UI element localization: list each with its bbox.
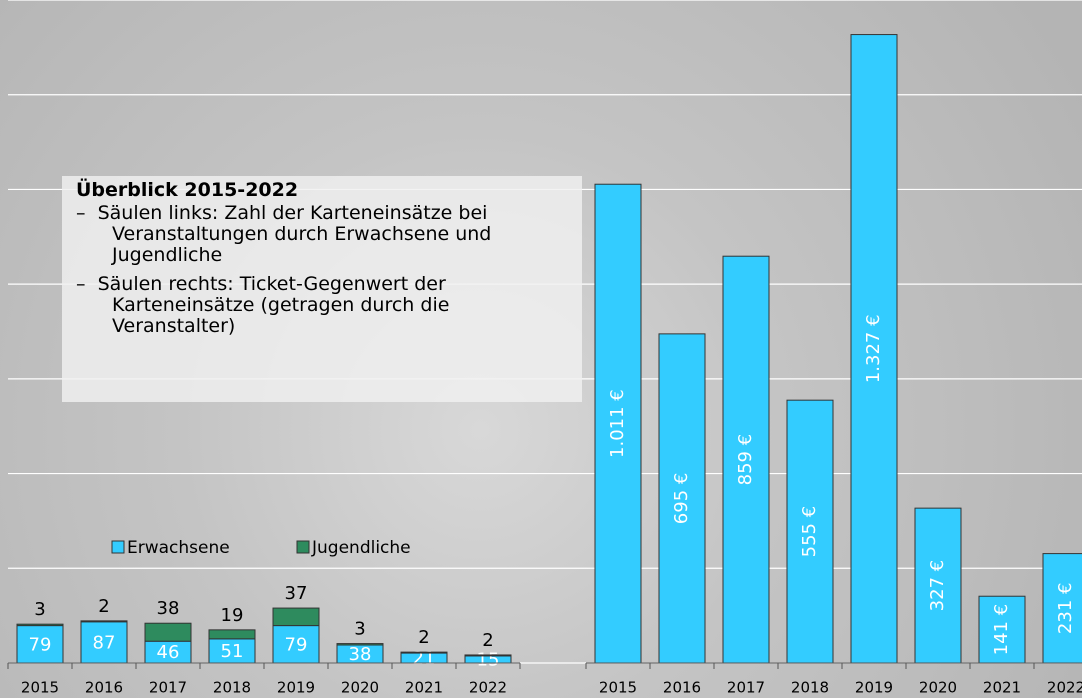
value-label: 327 € [927,560,948,612]
x-tick-label: 2020 [341,679,379,697]
x-tick-label: 2017 [727,679,765,697]
annotation-item: – Säulen rechts: Ticket-Gegenwert der Ka… [76,274,576,337]
value-label: 21 [413,648,436,669]
value-label: 19 [221,605,244,626]
value-label: 37 [285,583,308,604]
x-tick-label: 2019 [277,679,315,697]
bar-segment [17,624,63,625]
bar-segment [273,608,319,626]
x-tick-label: 2020 [919,679,957,697]
value-label: 2 [418,627,429,648]
annotation-box: Überblick 2015-2022 – Säulen links: Zahl… [62,176,582,402]
value-label: 51 [221,641,244,662]
x-tick-label: 2015 [599,679,637,697]
bar-segment [209,630,255,639]
value-label: 555 € [799,506,820,558]
value-label: 3 [34,599,45,620]
value-label: 79 [29,634,52,655]
x-tick-label: 2015 [21,679,59,697]
legend-label: Jugendliche [311,538,411,558]
x-tick-label: 2021 [983,679,1021,697]
annotation-item: – Säulen links: Zahl der Karteneinsätze … [76,203,576,266]
bar-segment [337,644,383,645]
annotation-title: Überblick 2015-2022 [76,180,576,201]
legend-swatch [112,541,124,553]
value-label: 141 € [991,604,1012,656]
x-tick-label: 2016 [85,679,123,697]
bar-segment [401,652,447,653]
value-label: 87 [93,632,116,653]
x-tick-label: 2018 [791,679,829,697]
x-tick-label: 2022 [469,679,507,697]
value-label: 3 [354,619,365,640]
legend-swatch [297,541,309,553]
value-label: 1.327 € [863,314,884,383]
value-label: 15 [477,649,500,670]
value-label: 46 [157,642,180,663]
x-tick-label: 2016 [663,679,701,697]
value-label: 79 [285,634,308,655]
value-label: 231 € [1055,583,1076,635]
value-label: 38 [349,644,372,665]
value-label: 38 [157,598,180,619]
value-label: 1.011 € [607,389,628,458]
value-label: 2 [98,596,109,617]
value-label: 695 € [671,473,692,525]
x-tick-label: 2019 [855,679,893,697]
x-tick-label: 2018 [213,679,251,697]
page: 7932015872201646382017511920187937201938… [0,0,1082,698]
legend-label: Erwachsene [127,538,230,558]
bar-segment [145,623,191,641]
x-tick-label: 2022 [1047,679,1082,697]
bar-segment [465,655,511,656]
bar-segment [81,621,127,622]
value-label: 2 [482,630,493,651]
x-tick-label: 2017 [149,679,187,697]
x-tick-label: 2021 [405,679,443,697]
value-label: 859 € [735,434,756,486]
